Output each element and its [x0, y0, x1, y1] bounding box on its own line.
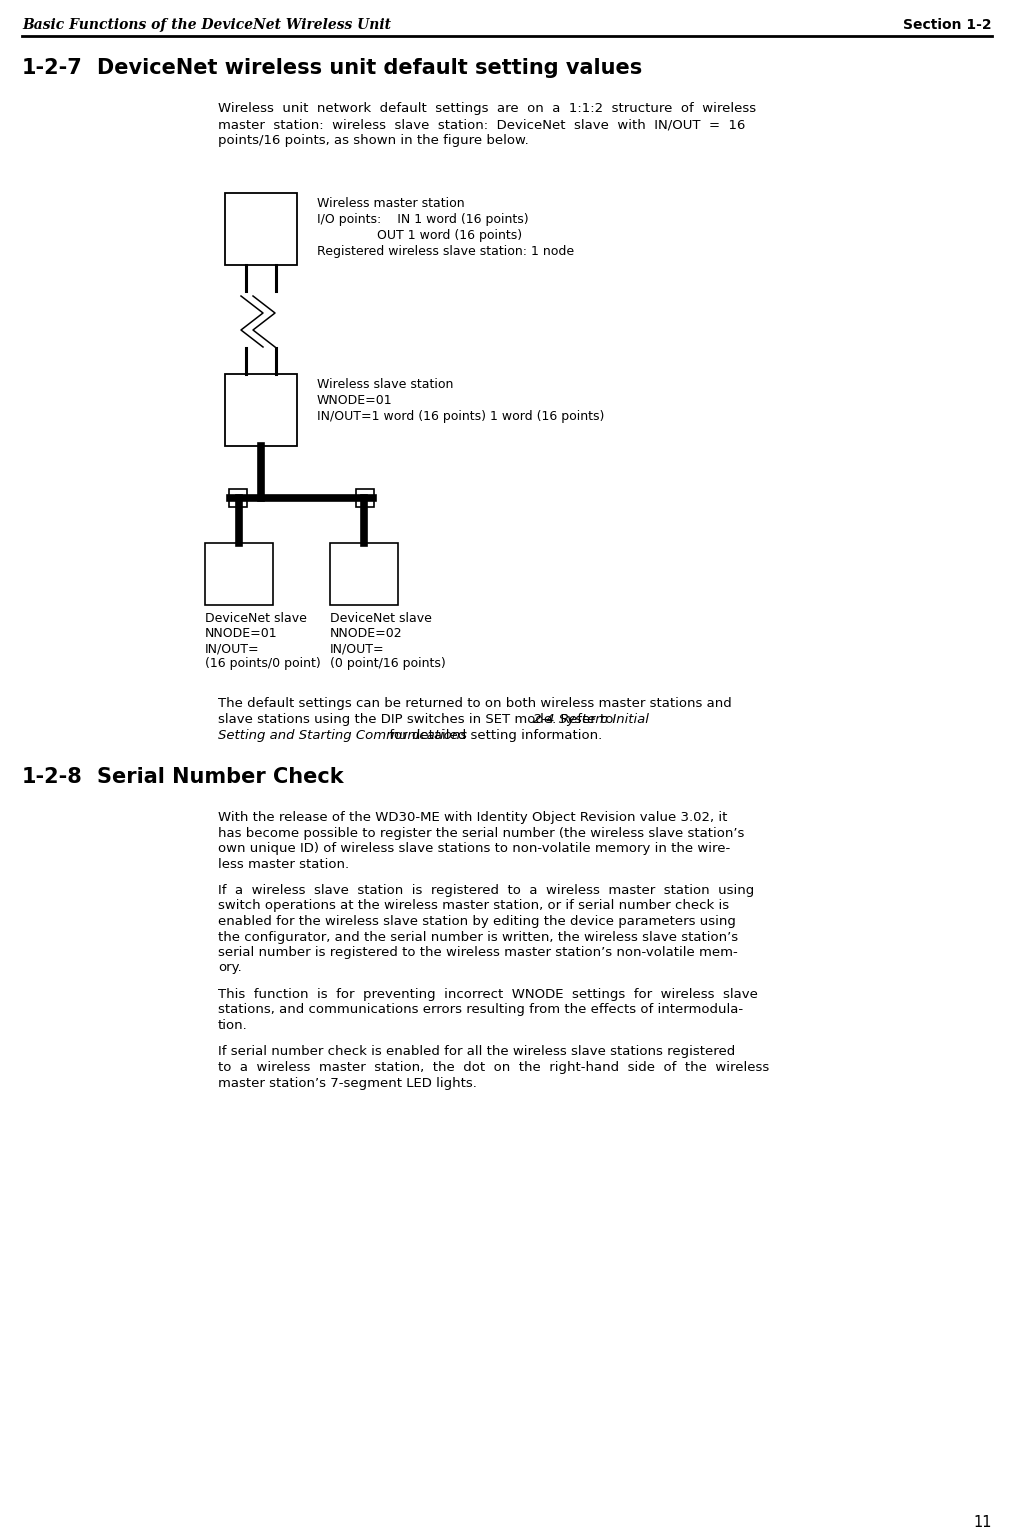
Text: serial number is registered to the wireless master station’s non-volatile mem-: serial number is registered to the wirel…	[218, 945, 738, 959]
Text: Basic Functions of the DeviceNet Wireless Unit: Basic Functions of the DeviceNet Wireles…	[22, 18, 391, 32]
Text: own unique ID) of wireless slave stations to non-volatile memory in the wire-: own unique ID) of wireless slave station…	[218, 842, 730, 855]
Text: OUT 1 word (16 points): OUT 1 word (16 points)	[317, 229, 522, 241]
Text: Serial Number Check: Serial Number Check	[97, 767, 344, 787]
Text: Setting and Starting Communications: Setting and Starting Communications	[218, 729, 467, 742]
Text: to  a  wireless  master  station,  the  dot  on  the  right-hand  side  of  the : to a wireless master station, the dot on…	[218, 1061, 770, 1074]
Text: tion.: tion.	[218, 1019, 247, 1031]
Text: Wireless  unit  network  default  settings  are  on  a  1:1:2  structure  of  wi: Wireless unit network default settings a…	[218, 101, 756, 115]
Text: 1-2-7: 1-2-7	[22, 58, 83, 78]
Text: 2-4 System Initial: 2-4 System Initial	[533, 713, 649, 725]
Text: Wireless master station: Wireless master station	[317, 197, 464, 211]
Text: Wireless slave station: Wireless slave station	[317, 378, 453, 390]
Text: The default settings can be returned to on both wireless master stations and: The default settings can be returned to …	[218, 696, 732, 710]
Bar	[205, 543, 273, 606]
Text: IN/OUT=: IN/OUT=	[205, 642, 260, 655]
Text: NNODE=01: NNODE=01	[205, 627, 278, 639]
Text: If  a  wireless  slave  station  is  registered  to  a  wireless  master  statio: If a wireless slave station is registere…	[218, 884, 754, 898]
Text: Section 1-2: Section 1-2	[903, 18, 992, 32]
Text: With the release of the WD30-ME with Identity Object Revision value 3.02, it: With the release of the WD30-ME with Ide…	[218, 812, 727, 824]
Text: This  function  is  for  preventing  incorrect  WNODE  settings  for  wireless  : This function is for preventing incorrec…	[218, 988, 757, 1001]
Text: If serial number check is enabled for all the wireless slave stations registered: If serial number check is enabled for al…	[218, 1045, 735, 1059]
Text: master  station:  wireless  slave  station:  DeviceNet  slave  with  IN/OUT  =  : master station: wireless slave station: …	[218, 118, 745, 131]
Text: switch operations at the wireless master station, or if serial number check is: switch operations at the wireless master…	[218, 899, 729, 913]
Text: ory.: ory.	[218, 962, 241, 974]
Text: slave stations using the DIP switches in SET mode. Refer to: slave stations using the DIP switches in…	[218, 713, 618, 725]
Text: DeviceNet wireless unit default setting values: DeviceNet wireless unit default setting …	[97, 58, 642, 78]
Text: enabled for the wireless slave station by editing the device parameters using: enabled for the wireless slave station b…	[218, 915, 736, 928]
Bar	[330, 543, 399, 606]
Text: (0 point/16 points): (0 point/16 points)	[330, 656, 446, 670]
Text: IN/OUT=1 word (16 points) 1 word (16 points): IN/OUT=1 word (16 points) 1 word (16 poi…	[317, 410, 604, 423]
Bar	[229, 489, 247, 507]
Text: for detailed setting information.: for detailed setting information.	[385, 729, 602, 742]
Text: stations, and communications errors resulting from the effects of intermodula-: stations, and communications errors resu…	[218, 1004, 743, 1016]
Text: points/16 points, as shown in the figure below.: points/16 points, as shown in the figure…	[218, 134, 528, 148]
Text: 11: 11	[973, 1515, 992, 1529]
Text: IN/OUT=: IN/OUT=	[330, 642, 384, 655]
Text: less master station.: less master station.	[218, 858, 349, 870]
Text: master station’s 7-segment LED lights.: master station’s 7-segment LED lights.	[218, 1076, 477, 1090]
Text: WNODE=01: WNODE=01	[317, 393, 392, 407]
Text: NNODE=02: NNODE=02	[330, 627, 403, 639]
Text: Registered wireless slave station: 1 node: Registered wireless slave station: 1 nod…	[317, 244, 574, 258]
Bar	[356, 489, 374, 507]
Text: DeviceNet slave: DeviceNet slave	[330, 612, 432, 626]
Text: I/O points:    IN 1 word (16 points): I/O points: IN 1 word (16 points)	[317, 214, 528, 226]
Text: DeviceNet slave: DeviceNet slave	[205, 612, 307, 626]
Text: the configurator, and the serial number is written, the wireless slave station’s: the configurator, and the serial number …	[218, 930, 738, 944]
Text: (16 points/0 point): (16 points/0 point)	[205, 656, 320, 670]
Text: 1-2-8: 1-2-8	[22, 767, 83, 787]
Bar	[225, 373, 297, 446]
Text: has become possible to register the serial number (the wireless slave station’s: has become possible to register the seri…	[218, 827, 744, 839]
Bar	[225, 194, 297, 264]
